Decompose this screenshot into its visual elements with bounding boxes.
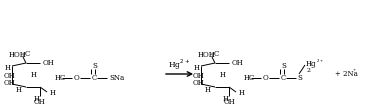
Text: $_2$C: $_2$C: [21, 50, 31, 60]
Text: HC: HC: [55, 74, 66, 82]
Text: O: O: [74, 74, 80, 82]
Text: H: H: [220, 71, 226, 79]
Text: HOH: HOH: [198, 51, 216, 59]
Text: O: O: [263, 74, 269, 82]
Text: H: H: [16, 86, 22, 94]
Text: + 2Na: + 2Na: [335, 70, 358, 78]
Text: H: H: [31, 71, 37, 79]
Text: 2: 2: [307, 68, 311, 72]
Text: OH: OH: [193, 72, 205, 80]
Text: $_2$C: $_2$C: [210, 50, 220, 60]
Text: S: S: [297, 74, 302, 82]
Text: Hg: Hg: [306, 60, 316, 68]
Text: H: H: [205, 86, 211, 94]
Text: $^{2+}$: $^{2+}$: [316, 58, 324, 64]
Text: H: H: [239, 89, 245, 97]
Text: OH: OH: [232, 59, 244, 67]
Text: OH: OH: [4, 72, 16, 80]
Text: OH: OH: [34, 98, 46, 106]
Text: OH: OH: [223, 98, 235, 106]
Text: H: H: [5, 64, 11, 72]
Text: Hg$^{2+}$: Hg$^{2+}$: [169, 58, 191, 72]
Text: H: H: [34, 95, 40, 103]
Text: H: H: [194, 64, 200, 72]
Text: H: H: [223, 95, 229, 103]
Text: S: S: [92, 62, 97, 70]
Text: C: C: [92, 74, 97, 82]
Text: OH: OH: [193, 79, 205, 87]
Text: HOH: HOH: [9, 51, 27, 59]
Text: SNa: SNa: [109, 74, 124, 82]
Text: OH: OH: [4, 79, 16, 87]
Text: OH: OH: [43, 59, 55, 67]
Text: $^{+}$: $^{+}$: [352, 68, 357, 74]
Text: H: H: [50, 89, 56, 97]
Text: C: C: [281, 74, 286, 82]
Text: S: S: [281, 62, 286, 70]
Text: HC: HC: [244, 74, 255, 82]
